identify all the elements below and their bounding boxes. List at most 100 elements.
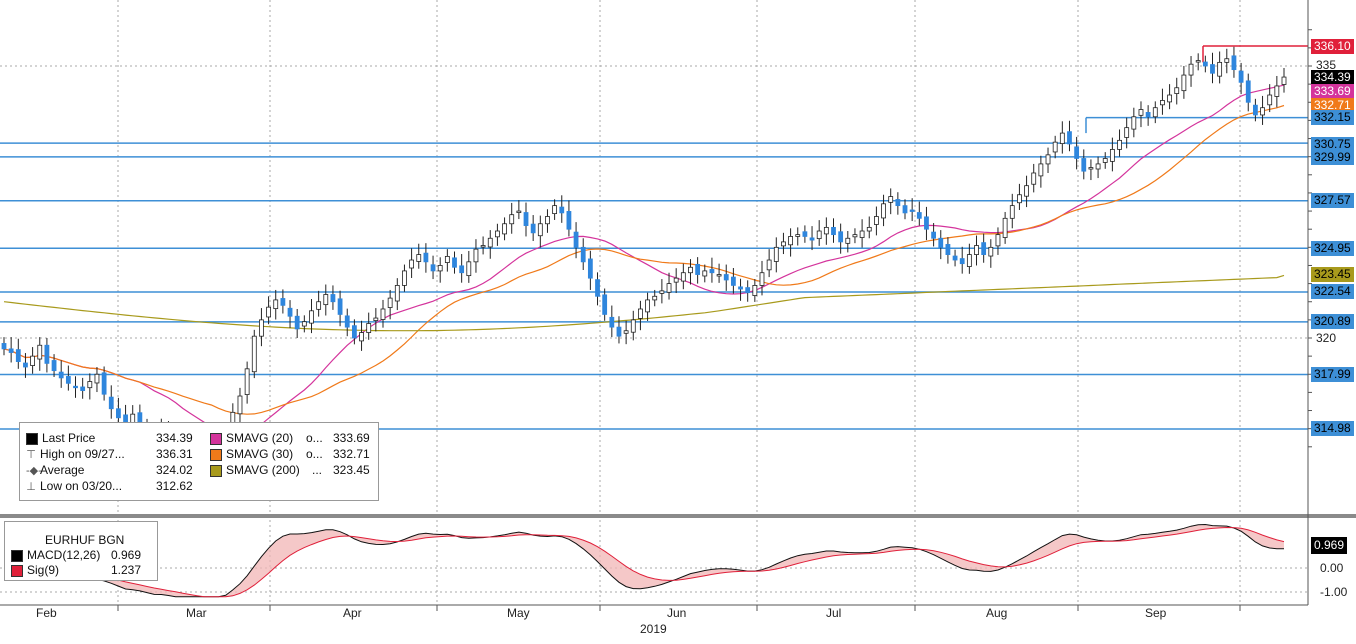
candle-body-36 [259, 319, 264, 337]
candle-body-104 [745, 287, 751, 294]
price-tag-330-75: 330.75 [1311, 137, 1354, 152]
candle-body-63 [452, 257, 457, 268]
candle-body-117 [838, 231, 844, 243]
panel-divider [0, 514, 1356, 518]
sma20-swatch [210, 432, 222, 445]
legend-sma20-label: SMAVG (20) [226, 431, 294, 445]
candle-body-133 [952, 255, 958, 261]
candle-body-163 [1167, 94, 1172, 103]
candle-body-9 [65, 376, 71, 384]
price-tag-334-39: 334.39 [1311, 70, 1354, 85]
candle-body-126 [902, 205, 908, 214]
average-marker-icon: -◆- [26, 465, 42, 477]
macd-y-tick-0: 0.00 [1320, 561, 1344, 575]
panel-separator [0, 514, 1356, 518]
candle-body-107 [766, 259, 772, 271]
candle-body-12 [87, 381, 93, 389]
candle-body-79 [566, 211, 572, 230]
candle-body-72 [516, 210, 522, 213]
candle-body-33 [237, 395, 243, 415]
macd-last-tag: 0.969 [1311, 537, 1348, 554]
price-tag-329-99: 329.99 [1311, 150, 1354, 165]
price-tag-320-89: 320.89 [1311, 314, 1354, 329]
legend-last-price-label: Last Price [42, 431, 96, 445]
candle-body-46 [330, 294, 336, 303]
gridlines [0, 0, 1308, 605]
candle-body-70 [502, 223, 507, 235]
legend-sma30-dots: o... [306, 447, 323, 461]
legend-sma30: SMAVG (30) [210, 446, 293, 462]
candle-body-110 [788, 236, 793, 246]
candle-body-43 [309, 310, 314, 324]
candle-body-160 [1145, 112, 1151, 118]
legend-sma20-value: 333.69 [333, 431, 370, 445]
candle-body-170 [1217, 61, 1223, 77]
candle-body-53 [380, 308, 386, 320]
candle-body-1 [8, 348, 14, 353]
price-tag-332-71: 332.71 [1311, 98, 1354, 113]
candle-body-132 [945, 244, 951, 255]
candle-body-82 [587, 258, 593, 279]
candle-body-119 [852, 234, 858, 238]
candle-body-159 [1138, 109, 1144, 116]
x-tick-label-sep: Sep [1145, 606, 1167, 620]
candle-body-153 [1095, 163, 1101, 170]
candle-body-8 [58, 371, 64, 379]
candle-body-125 [895, 199, 901, 207]
legend-high: ⊤ High on 09/27... [26, 446, 125, 462]
candle-body-11 [80, 386, 86, 391]
candle-body-166 [1188, 63, 1194, 76]
price-tag-324-95: 324.95 [1311, 241, 1354, 256]
legend-average-label: Average [40, 463, 85, 477]
x-tick-label-jun: Jun [667, 606, 687, 620]
candle-body-61 [437, 265, 443, 272]
legend-macd-value: 0.969 [111, 548, 142, 562]
candle-body-168 [1202, 61, 1208, 67]
candle-body-58 [416, 254, 422, 262]
price-tag-333-69: 333.69 [1311, 84, 1354, 99]
candle-body-90 [645, 299, 650, 313]
candle-body-96 [688, 266, 693, 274]
candle-body-174 [1245, 80, 1251, 103]
sig-swatch [11, 564, 23, 577]
candle-body-0 [1, 343, 7, 350]
candle-body-147 [1052, 141, 1058, 153]
x-tick-label-feb: Feb [36, 606, 57, 620]
price-tag-336-10: 336.10 [1311, 39, 1354, 54]
legend-sma200-value: 323.45 [333, 463, 370, 477]
sma200-line [3, 274, 1285, 332]
candle-body-83 [595, 279, 600, 297]
legend-macd: MACD(12,26) [11, 547, 100, 563]
price-tag-323-45: 323.45 [1311, 267, 1354, 282]
candle-body-138 [988, 246, 994, 257]
candle-body-49 [351, 325, 357, 339]
y-tick-320: 320 [1316, 331, 1337, 345]
x-axis-year: 2019 [640, 622, 667, 636]
candle-body-156 [1117, 139, 1122, 150]
signal-line [3, 526, 1285, 598]
legend-sma200-dots: ... [312, 463, 323, 477]
candle-body-135 [966, 254, 972, 267]
x-tick-label-jul: Jul [826, 606, 842, 620]
legend-low-label: Low on 03/20... [40, 479, 123, 493]
candle-body-41 [294, 315, 300, 330]
candle-body-76 [545, 216, 550, 225]
candle-body-177 [1267, 94, 1273, 106]
macd-y-tick-neg1: -1.00 [1320, 585, 1348, 599]
legend-last-price: Last Price [26, 430, 95, 446]
candle-body-7 [51, 360, 57, 372]
candle-body-71 [509, 214, 515, 225]
legend-sma30-label: SMAVG (30) [226, 447, 294, 461]
axes [0, 0, 1312, 611]
candle-body-88 [630, 319, 636, 333]
legend-sma30-value: 332.71 [333, 447, 370, 461]
macd-swatch [11, 549, 23, 562]
candle-body-98 [702, 270, 708, 277]
price-legend: Last Price 334.39 ⊤ High on 09/27... 336.… [19, 422, 379, 501]
candle-body-75 [537, 223, 543, 237]
candle-body-93 [666, 283, 672, 293]
candle-body-64 [459, 265, 465, 274]
candle-body-84 [602, 294, 608, 315]
candle-body-105 [752, 285, 758, 296]
